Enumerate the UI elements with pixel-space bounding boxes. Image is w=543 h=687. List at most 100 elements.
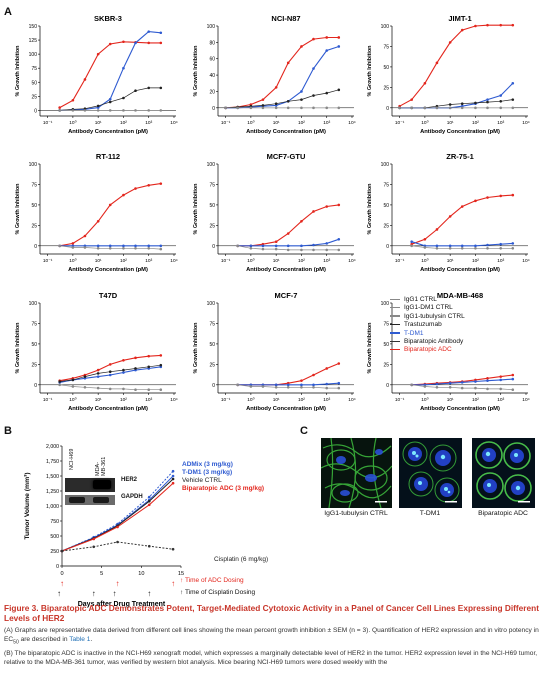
data-point-igg1-ctrl [286,106,290,110]
data-point-igg1-ctrl [261,385,265,388]
y-tick-label: 100 [207,162,216,168]
y-tick-label: 50 [383,203,389,209]
x-tick-label: 10⁻¹ [395,258,405,264]
x-tick-label: 10⁰ [247,258,254,264]
x-tick-label: 10⁻¹ [43,258,53,264]
data-point-t-dm1 [300,383,303,387]
data-point-igg1-ctrl [325,106,329,110]
data-point-t-dm1 [410,240,413,244]
data-point-trastuzumab [147,365,151,369]
data-point-trastuzumab [312,94,315,97]
y-tick-label: 25 [383,85,389,91]
series-line-biparatopic-adc [59,183,161,247]
data-point-biparatopic-adc [83,234,87,238]
data-point-igg1-ctrl [499,387,503,391]
data-point-igg1-ctrl [486,246,489,250]
series-line-biparatopic-adc [411,194,513,245]
data-point-igg1-ctrl [435,246,439,250]
data-point-igg1-ctrl [71,246,75,249]
x-tick-label: 10⁻¹ [43,120,53,126]
x-tick-label: 10³ [497,258,504,264]
series-line-biparatopic-adc [399,24,513,107]
data-point-biparatopic-adc [486,376,489,380]
data-point-trastuzumab [448,103,452,106]
x-tick-label: 10¹ [273,258,280,264]
chart-mcf7-gtu: MCF7-GTU 0 25 50 75 100 10⁻¹ 10⁰ 10¹ 10² 10³ 10⁴ Ant… [193,152,356,273]
x-tick-label: 10⁻¹ [43,397,53,403]
y-tick-label: 0 [34,244,37,250]
series-line-t-dm1-3-mg-kg [61,475,174,552]
data-point-t-dm1 [325,49,329,52]
data-point-t-dm1 [460,381,464,384]
series-line-trastuzumab [59,364,161,382]
y-axis-label: % Growth Inhibition [193,184,199,235]
data-point-igg1-ctrl [96,386,100,390]
y-tick-label: 0 [212,244,215,250]
x-tick-label: 10² [120,397,127,403]
x-tick-label: 10³ [145,397,152,403]
x-axis-label: Antibody Concentration (pM) [68,267,148,273]
data-point-igg1-ctrl [423,246,427,249]
data-point-biparatopic-adc [286,61,290,65]
chart-title: MCF-7 [275,291,298,300]
data-point-biparatopic-adc [71,242,75,245]
data-point-igg1-ctrl [261,106,265,110]
legend-label: Trastuzumab [404,321,442,329]
x-tick-label: 10⁴ [348,120,355,126]
data-point-t-dm1 [486,379,489,383]
data-point-igg1-ctrl [147,109,151,112]
data-point-igg1-ctrl [286,248,290,252]
data-point-biparatopic-adc [274,240,278,244]
data-point-trastuzumab [122,368,125,372]
data-point-igg1-ctrl [274,106,278,110]
y-tick-label: 0 [386,106,389,112]
data-point-biparatopic-adc [134,187,137,190]
data-point-trastuzumab [499,99,503,103]
data-point-trastuzumab [511,98,515,101]
data-point-biparatopic-adc [108,42,112,46]
y-tick-label: 75 [383,182,389,188]
series-line-biparatopic-adc [237,362,340,386]
x-tick-label: 10⁴ [170,120,177,126]
panel-a-letter: A [4,6,12,18]
data-point-t-dm1 [122,66,125,70]
data-point-igg1-ctrl [325,386,329,390]
data-point-admix-3-mg-kg [171,469,175,473]
data-point-t-dm1 [511,377,515,381]
data-point-t-dm1 [147,30,151,33]
y-tick-label: 0 [386,383,389,389]
chart-title: T47D [99,291,118,300]
series-line-t-dm1 [225,45,339,109]
y-tick-label: 2,000 [46,444,59,450]
x-tick-label: 10³ [145,258,152,264]
y-tick-label: 100 [381,162,390,168]
adc-dosing-arrow-icon: ↑ [60,579,64,588]
legend-marker-icon [390,348,400,351]
data-point-biparatopic-adc [337,36,341,39]
data-point-t-dm1 [435,382,439,386]
x-tick-label: 10⁴ [348,397,355,403]
caption-a-text-2: are described in [18,636,70,643]
y-tick-label: 50 [383,342,389,348]
data-point-biparatopic-adc [147,183,151,187]
data-point-t-dm1 [474,380,477,383]
y-tick-label: 0 [386,244,389,250]
x-tick-label: 10⁴ [522,397,529,403]
data-point-biparatopic-adc-3-mg-kg [116,525,119,529]
x-tick-label: 5 [100,571,103,577]
data-point-t-dm1 [96,244,100,248]
data-point-biparatopic-adc [435,228,439,231]
y-tick-label: 0 [34,108,37,114]
x-tick-label: 10² [472,120,479,126]
chart-title: RT-112 [96,152,120,161]
black-arrow-icon: ↑ [180,589,184,596]
data-point-biparatopic-adc [312,210,315,213]
chart-nci-n87: NCI-N87 0 20 40 60 80 100 10⁻¹ 10⁰ 10¹ 10² 10³ 10⁴ An… [193,14,356,135]
cisplatin-dosing-arrow-icon: ↑ [113,589,117,598]
x-tick-label: 10⁻¹ [395,120,405,126]
y-tick-label: 75 [383,321,389,327]
table-1-link[interactable]: Table 1 [69,636,91,643]
chart-zr-75-1: ZR-75-1 0 25 50 75 100 10⁻¹ 10⁰ 10¹ 10² 10³ 10⁴ Anti… [367,152,530,273]
data-point-igg1-ctrl [236,383,239,387]
data-point-biparatopic-adc [460,205,464,208]
